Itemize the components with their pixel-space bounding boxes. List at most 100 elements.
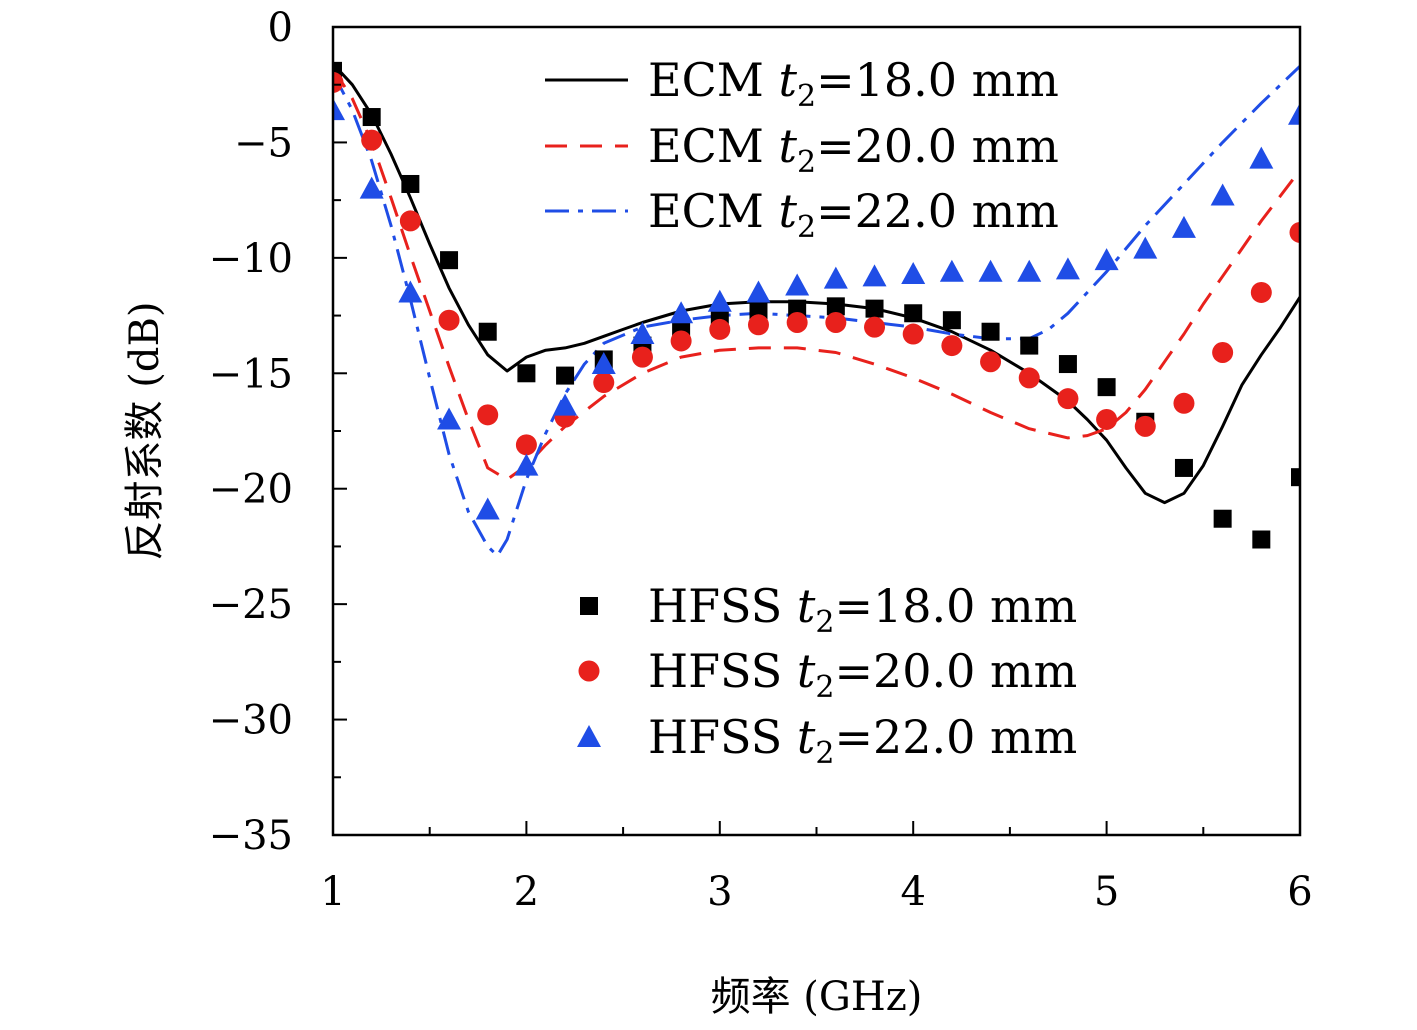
x-tick-label: 6 <box>1287 869 1312 915</box>
data-point <box>747 314 769 336</box>
legend-entry: ECM t2=18.0 mm <box>545 53 1059 114</box>
y-tick-label: −30 <box>209 698 293 744</box>
legend-entry: HFSS t2=20.0 mm <box>578 644 1077 705</box>
data-point <box>670 330 692 352</box>
data-point <box>438 309 460 331</box>
data-point <box>478 322 497 341</box>
series-6 <box>333 98 1300 520</box>
data-point <box>1252 530 1271 549</box>
legend-label: HFSS t2=22.0 mm <box>648 710 1077 771</box>
data-point <box>902 323 924 345</box>
y-tick-label: −15 <box>209 351 293 397</box>
data-point <box>709 318 731 340</box>
data-point <box>1291 468 1300 487</box>
data-point <box>361 129 383 151</box>
data-point <box>593 372 615 394</box>
y-tick-label: −5 <box>234 120 293 166</box>
data-point <box>1288 102 1300 125</box>
data-point <box>785 273 810 296</box>
legend-entry: ECM t2=20.0 mm <box>545 119 1059 180</box>
data-point <box>941 335 963 357</box>
legend-entry: HFSS t2=18.0 mm <box>580 579 1077 640</box>
data-point <box>333 98 345 121</box>
series-line <box>333 67 1300 481</box>
y-axis-title: 反射系数 (dB) <box>122 302 168 561</box>
data-point <box>1134 415 1156 437</box>
data-point <box>939 259 964 282</box>
data-point <box>333 61 342 80</box>
data-point <box>1174 458 1193 477</box>
data-point <box>1018 367 1040 389</box>
data-point <box>437 407 462 430</box>
x-tick-label: 2 <box>514 869 539 915</box>
ticks-layer: 1 2 3 4 5 6 0 −5 −10 −15 −20 −25 −30 −35 <box>209 5 1313 915</box>
x-tick-label: 5 <box>1094 869 1119 915</box>
legend-label: HFSS t2=20.0 mm <box>648 644 1077 705</box>
y-tick-label: 0 <box>268 5 293 51</box>
series-layer <box>333 61 1300 558</box>
data-point <box>1249 146 1274 169</box>
x-tick-label: 4 <box>900 869 925 915</box>
data-point <box>669 301 694 324</box>
data-point <box>477 404 499 426</box>
legend-label: ECM t2=18.0 mm <box>648 53 1059 114</box>
data-point <box>980 351 1002 373</box>
data-point <box>1096 408 1118 430</box>
data-point <box>475 497 500 520</box>
series-line <box>333 62 1300 505</box>
data-point <box>1057 388 1079 410</box>
data-point <box>1058 355 1077 374</box>
legend-label: ECM t2=20.0 mm <box>648 119 1059 180</box>
data-point <box>401 174 420 193</box>
series-2 <box>333 67 1300 481</box>
legend-entry: HFSS t2=22.0 mm <box>577 710 1077 771</box>
data-point <box>865 299 884 318</box>
y-tick-label: −35 <box>209 813 293 859</box>
data-point <box>399 210 421 232</box>
data-point <box>904 304 923 323</box>
data-point <box>942 311 961 330</box>
data-point <box>631 346 653 368</box>
x-tick-label: 1 <box>320 869 345 915</box>
legend-marker <box>578 660 600 682</box>
data-point <box>517 364 536 383</box>
data-point <box>1171 215 1196 238</box>
legend-marker <box>580 597 598 615</box>
data-point <box>862 264 887 287</box>
data-point <box>826 297 845 316</box>
data-point <box>864 316 886 338</box>
data-point <box>1094 248 1119 271</box>
data-point <box>556 366 575 385</box>
series-5 <box>333 71 1300 456</box>
data-point <box>1250 281 1272 303</box>
data-point <box>746 280 771 303</box>
data-point <box>901 262 926 285</box>
data-point <box>1017 259 1042 282</box>
data-point <box>1210 183 1235 206</box>
data-point <box>1133 236 1158 259</box>
x-tick-label: 3 <box>707 869 732 915</box>
series-1 <box>333 62 1300 505</box>
data-point <box>1289 221 1300 243</box>
data-point <box>707 289 732 312</box>
x-axis-title: 频率 (GHz) <box>711 974 923 1020</box>
data-point <box>1173 392 1195 414</box>
y-tick-label: −10 <box>209 236 293 282</box>
data-point <box>398 280 423 303</box>
data-point <box>515 434 537 456</box>
data-point <box>1020 336 1039 355</box>
data-point <box>1212 342 1234 364</box>
data-point <box>786 311 808 333</box>
data-point <box>825 311 847 333</box>
data-point <box>591 352 616 375</box>
data-point <box>1097 378 1116 397</box>
data-point <box>978 259 1003 282</box>
data-point <box>981 322 1000 341</box>
data-point <box>823 266 848 289</box>
data-point <box>630 322 655 345</box>
legend-marker <box>577 725 601 747</box>
data-point <box>440 251 459 270</box>
